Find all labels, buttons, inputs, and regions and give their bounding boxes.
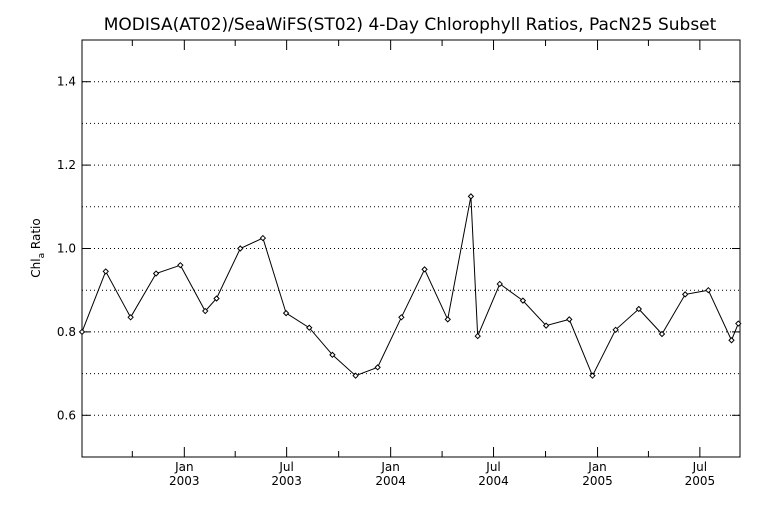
y-tick-label: 1.0 <box>57 242 76 256</box>
x-tick-year-label: 2004 <box>478 474 509 488</box>
x-tick-month-label: Jan <box>174 460 194 474</box>
data-point <box>259 234 267 242</box>
x-tick-year-label: 2003 <box>169 474 200 488</box>
chart-title: MODISA(AT02)/SeaWiFS(ST02) 4-Day Chlorop… <box>104 15 717 35</box>
x-tick-year-label: 2005 <box>685 474 716 488</box>
data-point <box>635 305 643 313</box>
x-axis: Jan2003Jul2003Jan2004Jul2004Jan2005Jul20… <box>131 40 716 488</box>
x-tick-month-label: Jul <box>485 460 500 474</box>
y-tick-label: 1.2 <box>57 158 76 172</box>
data-point <box>467 193 475 200</box>
x-tick-month-label: Jul <box>278 460 293 474</box>
y-tick-label: 1.4 <box>57 75 76 89</box>
data-point <box>127 314 134 321</box>
data-point <box>728 337 735 344</box>
data-point <box>542 322 550 329</box>
y-tick-label: 0.8 <box>57 325 76 339</box>
data-point <box>306 324 313 331</box>
data-point <box>566 316 573 323</box>
data-point <box>78 328 86 336</box>
data-point <box>237 245 244 252</box>
data-point <box>474 332 481 340</box>
data-point <box>102 268 109 275</box>
data-point <box>589 372 596 379</box>
x-tick-month-label: Jul <box>692 460 707 474</box>
grid-lines <box>82 81 740 416</box>
x-tick-year-label: 2005 <box>582 474 613 488</box>
data-point <box>681 291 689 298</box>
data-point <box>496 280 503 288</box>
data-point <box>282 309 290 317</box>
data-point <box>177 261 184 269</box>
data-point <box>612 326 619 334</box>
x-tick-year-label: 2004 <box>375 474 406 488</box>
data-point <box>658 330 666 338</box>
y-axis-label: Chla Ratio <box>29 218 47 277</box>
series-layer <box>78 193 742 379</box>
data-point <box>421 266 428 273</box>
data-point <box>329 351 336 359</box>
data-point <box>352 372 359 379</box>
x-tick-month-label: Jan <box>380 460 400 474</box>
series-line <box>81 196 739 377</box>
data-point <box>398 314 405 321</box>
data-point <box>705 286 712 294</box>
x-tick-month-label: Jan <box>587 460 607 474</box>
data-point <box>202 307 209 315</box>
y-tick-label: 0.6 <box>57 408 76 422</box>
data-point <box>444 316 451 323</box>
x-tick-year-label: 2003 <box>271 474 302 488</box>
data-point <box>519 297 527 304</box>
data-point <box>374 364 381 371</box>
data-point <box>152 270 160 277</box>
data-point <box>213 295 220 302</box>
y-axis: 0.6 0.8 1.0 1.2 1.4 <box>57 75 740 422</box>
data-point <box>735 320 742 327</box>
